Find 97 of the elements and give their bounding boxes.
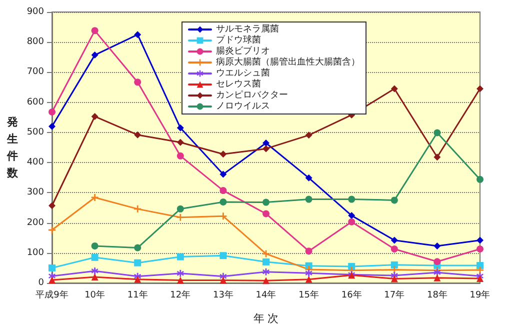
point xyxy=(390,275,398,282)
point xyxy=(220,170,227,178)
x-tick-label: 14年 xyxy=(256,290,276,300)
point xyxy=(348,212,356,220)
point xyxy=(305,270,312,277)
point xyxy=(220,252,227,260)
y-tick-label: 800 xyxy=(26,37,44,48)
point xyxy=(220,187,227,194)
point xyxy=(476,236,484,244)
x-tick-label: 11年 xyxy=(127,290,148,300)
x-tick-label: 19年 xyxy=(470,290,490,300)
point xyxy=(176,253,184,260)
point xyxy=(390,236,398,244)
point xyxy=(434,154,441,161)
point xyxy=(91,52,98,59)
y-tick-label: 900 xyxy=(26,7,44,17)
point xyxy=(305,248,312,255)
point xyxy=(176,276,184,284)
legend-label: ウエルシュ菌 xyxy=(216,68,270,78)
point xyxy=(134,244,142,252)
legend-label: ブドウ球菌 xyxy=(216,34,261,46)
point xyxy=(262,250,270,258)
point xyxy=(91,194,98,201)
point xyxy=(91,242,98,250)
point xyxy=(305,196,312,203)
point xyxy=(48,264,56,272)
point xyxy=(305,276,312,283)
legend-label: カンピロバクター xyxy=(216,90,288,100)
point xyxy=(434,129,441,136)
point xyxy=(48,202,56,210)
y-tick-label: 300 xyxy=(26,188,44,198)
point xyxy=(434,274,441,282)
x-tick-label: 平成9年 xyxy=(36,290,68,300)
point xyxy=(348,218,356,226)
point xyxy=(176,270,184,277)
y-tick-label: 400 xyxy=(26,158,44,168)
point xyxy=(305,174,312,182)
legend-label: 腸炎ビブリオ xyxy=(216,46,270,56)
legend-label: ノロウイルス xyxy=(216,102,270,112)
y-tick-label: 100 xyxy=(26,248,44,258)
x-tick-label: 15年 xyxy=(298,290,320,300)
point xyxy=(476,262,484,270)
y-tick-label: 200 xyxy=(26,218,44,228)
x-tick-label: 13年 xyxy=(212,290,234,300)
y-axis-title: 発生件数 xyxy=(6,116,19,180)
point xyxy=(48,108,56,116)
point xyxy=(305,132,312,139)
point xyxy=(91,112,98,120)
point xyxy=(134,205,142,212)
point xyxy=(262,145,270,152)
point xyxy=(176,124,184,132)
point xyxy=(134,276,142,283)
point xyxy=(390,196,398,204)
point xyxy=(91,254,98,261)
point xyxy=(134,259,142,266)
point xyxy=(176,152,184,160)
point xyxy=(48,122,56,130)
x-tick-label: 17年 xyxy=(384,290,405,300)
point xyxy=(220,276,227,284)
point xyxy=(348,196,356,203)
y-tick-label: 500 xyxy=(26,127,44,138)
point xyxy=(91,267,98,274)
y-tick-label: 600 xyxy=(26,97,44,108)
point xyxy=(91,27,98,34)
legend-label: 病原大腸菌（腸管出血性大腸菌含） xyxy=(216,56,360,68)
point xyxy=(262,258,270,266)
y-tick-label: 0 xyxy=(38,278,44,288)
x-tick-label: 10年 xyxy=(84,290,106,300)
point xyxy=(390,261,398,268)
point xyxy=(262,268,270,276)
legend-label: セレウス菌 xyxy=(216,78,261,90)
x-axis-title: 年 次 xyxy=(253,312,279,325)
point xyxy=(176,214,184,221)
point xyxy=(434,258,441,266)
x-tick-label: 18年 xyxy=(426,290,448,300)
point xyxy=(476,176,484,183)
point xyxy=(134,78,142,86)
x-tick-label: 16年 xyxy=(341,290,362,300)
point xyxy=(390,85,398,92)
legend-label: サルモネラ属菌 xyxy=(216,24,279,34)
point xyxy=(476,85,484,92)
point xyxy=(134,31,142,38)
point xyxy=(220,150,227,158)
point xyxy=(476,245,484,252)
point xyxy=(176,205,184,212)
point xyxy=(262,198,270,206)
point xyxy=(434,242,441,250)
point xyxy=(390,245,398,252)
point xyxy=(262,277,270,284)
x-tick-label: 12年 xyxy=(170,290,191,300)
point xyxy=(262,139,270,146)
point xyxy=(176,138,184,146)
y-tick-label: 700 xyxy=(26,67,44,78)
point xyxy=(134,131,142,138)
point xyxy=(262,210,270,218)
point xyxy=(91,273,98,280)
point xyxy=(220,198,227,206)
